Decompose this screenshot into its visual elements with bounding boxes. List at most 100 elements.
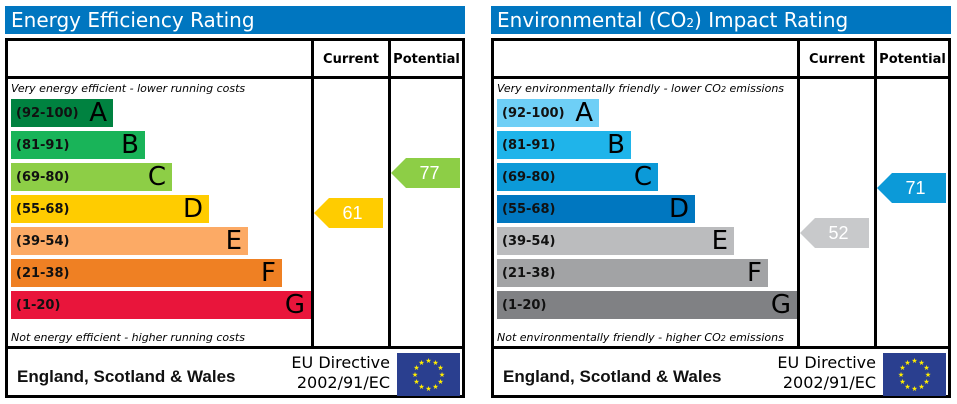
eu-directive-line2: 2002/91/EC (296, 373, 390, 392)
eu-directive-line1: EU Directive (777, 353, 876, 372)
band-range: (21-38) (16, 266, 70, 281)
band-letter: D (182, 194, 203, 224)
environmental-title-end: ) Impact Rating (694, 8, 849, 32)
band-range: (69-80) (502, 170, 556, 185)
current-rating-arrow: 61 (314, 198, 383, 228)
band-range: (81-91) (16, 138, 70, 153)
environmental-title: Environmental (CO (497, 8, 687, 32)
footer-region: England, Scotland & Wales (17, 367, 236, 386)
svg-text:★: ★ (899, 364, 905, 372)
band-letter: B (607, 130, 625, 160)
environmental-rating-table: Current Potential Very environmentally f… (491, 38, 951, 398)
band-e: (39-54) E (497, 226, 734, 256)
header-divider (8, 76, 462, 79)
svg-text:★: ★ (911, 357, 917, 365)
band-letter: E (711, 226, 728, 256)
svg-text:★: ★ (923, 364, 929, 372)
band-range: (55-68) (502, 202, 556, 217)
bottom-caption-subscript: 2 (720, 334, 726, 343)
band-letter: D (668, 194, 689, 224)
potential-column-header: Potential (879, 52, 946, 67)
current-column-divider (311, 41, 314, 349)
current-rating-value: 61 (342, 203, 363, 223)
band-d: (55-68) D (11, 194, 209, 224)
svg-text:★: ★ (413, 378, 419, 386)
eu-flag-icon: ★ ★ ★ ★ ★ ★ ★ ★ ★ ★ ★ ★ (883, 353, 946, 396)
band-range: (81-91) (502, 138, 556, 153)
band-letter: A (89, 98, 107, 128)
svg-text:★: ★ (413, 364, 419, 372)
band-g: (1-20) G (11, 290, 311, 320)
energy-efficiency-panel: Energy Efficiency Rating Current Potenti… (5, 0, 467, 404)
potential-rating-value: 77 (419, 163, 440, 183)
svg-text:★: ★ (432, 383, 438, 391)
top-caption-text: Very environmentally friendly - lower CO (497, 82, 721, 95)
eu-directive-line2: 2002/91/EC (782, 373, 876, 392)
band-a: (92-100) A (11, 98, 113, 128)
footer-divider (8, 346, 462, 349)
svg-text:★: ★ (918, 383, 924, 391)
potential-column-divider (388, 41, 391, 349)
energy-title-bar: Energy Efficiency Rating (5, 6, 465, 34)
eu-flag-icon: ★ ★ ★ ★ ★ ★ ★ ★ ★ ★ ★ ★ (397, 353, 460, 396)
band-letter: F (747, 258, 762, 288)
svg-text:★: ★ (418, 359, 424, 367)
svg-text:★: ★ (904, 383, 910, 391)
eu-directive: EU Directive 2002/91/EC (777, 353, 876, 393)
energy-title: Energy Efficiency Rating (11, 8, 255, 32)
bottom-caption-text: Not environmentally friendly - higher CO (497, 331, 721, 344)
current-rating-arrow: 52 (800, 218, 869, 248)
current-column-header: Current (323, 52, 379, 67)
svg-text:★: ★ (925, 371, 931, 379)
eu-directive-line1: EU Directive (291, 353, 390, 372)
svg-text:★: ★ (899, 378, 905, 386)
bottom-caption: Not energy efficient - higher running co… (11, 331, 245, 344)
svg-text:★: ★ (425, 385, 431, 393)
band-range: (39-54) (16, 234, 70, 249)
eu-directive: EU Directive 2002/91/EC (291, 353, 390, 393)
band-c: (69-80) C (497, 162, 658, 192)
footer-region: England, Scotland & Wales (503, 367, 722, 386)
bottom-caption: Not environmentally friendly - higher CO… (497, 331, 784, 344)
band-range: (69-80) (16, 170, 70, 185)
top-caption: Very environmentally friendly - lower CO… (497, 82, 784, 95)
svg-text:★: ★ (439, 371, 445, 379)
svg-text:★: ★ (418, 383, 424, 391)
band-b: (81-91) B (497, 130, 631, 160)
band-letter: G (770, 290, 791, 320)
svg-text:★: ★ (425, 357, 431, 365)
current-column-header: Current (809, 52, 865, 67)
band-f: (21-38) F (497, 258, 768, 288)
band-range: (39-54) (502, 234, 556, 249)
svg-text:★: ★ (412, 371, 418, 379)
current-column-divider (797, 41, 800, 349)
svg-text:★: ★ (898, 371, 904, 379)
svg-text:★: ★ (918, 359, 924, 367)
band-letter: F (261, 258, 276, 288)
svg-text:★: ★ (432, 359, 438, 367)
potential-rating-value: 71 (905, 178, 926, 198)
band-g: (1-20) G (497, 290, 797, 320)
potential-column-header: Potential (393, 52, 460, 67)
top-caption-subscript: 2 (720, 85, 727, 94)
header-divider (494, 76, 948, 79)
band-range: (1-20) (502, 298, 547, 313)
band-f: (21-38) F (11, 258, 282, 288)
band-range: (92-100) (16, 106, 79, 121)
svg-text:★: ★ (911, 385, 917, 393)
top-caption-end: emissions (726, 82, 785, 95)
band-b: (81-91) B (11, 130, 145, 160)
energy-rating-table: Current Potential Very energy efficient … (5, 38, 465, 398)
svg-text:★: ★ (923, 378, 929, 386)
potential-column-divider (874, 41, 877, 349)
potential-rating-arrow: 71 (877, 173, 946, 203)
svg-text:★: ★ (904, 359, 910, 367)
band-letter: A (575, 98, 593, 128)
band-a: (92-100) A (497, 98, 599, 128)
current-rating-value: 52 (828, 223, 849, 243)
band-range: (92-100) (502, 106, 565, 121)
band-letter: E (225, 226, 242, 256)
environmental-title-bar: Environmental (CO2) Impact Rating (491, 6, 951, 34)
svg-text:★: ★ (437, 378, 443, 386)
band-letter: B (121, 130, 139, 160)
